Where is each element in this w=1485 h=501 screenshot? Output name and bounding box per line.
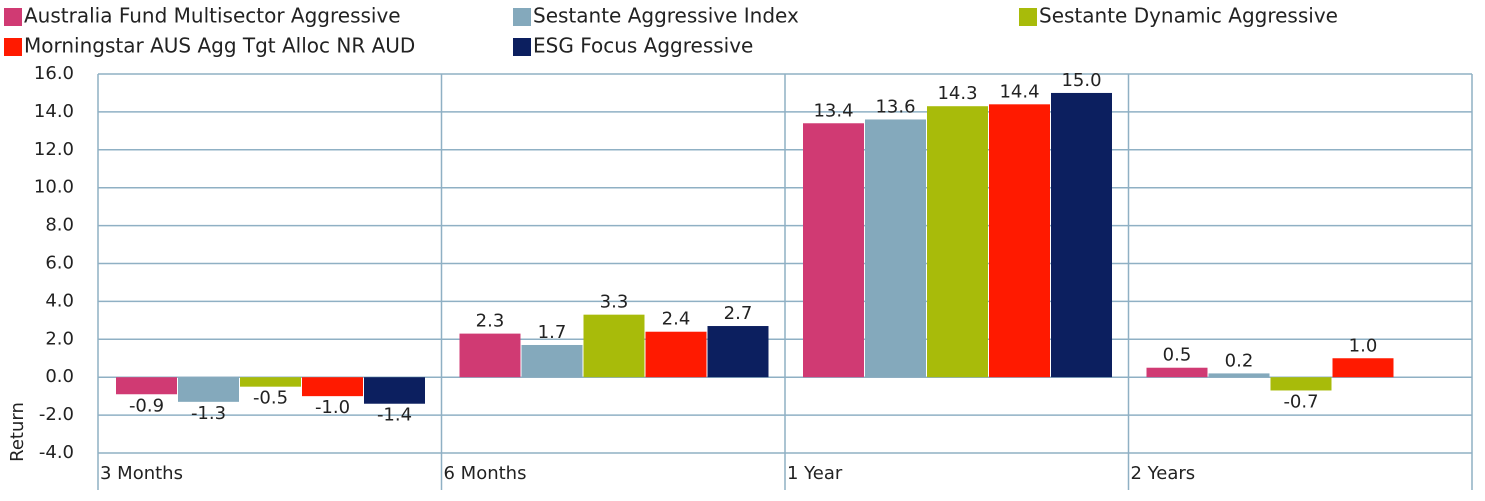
y-tick-label: 16.0 [34, 63, 74, 84]
bar [803, 123, 864, 378]
data-label: 1.7 [538, 322, 567, 343]
bar [116, 377, 177, 395]
data-label: 2.4 [662, 309, 691, 330]
data-label: 2.3 [476, 311, 505, 332]
legend-swatch [513, 38, 531, 56]
bar [178, 377, 239, 402]
y-tick-label: 8.0 [45, 215, 74, 236]
data-label: 0.5 [1163, 345, 1192, 366]
data-label: 0.2 [1225, 350, 1254, 371]
y-tick-label: 0.0 [45, 366, 74, 387]
x-tick-label: 3 Months [100, 463, 183, 484]
data-label: 2.7 [724, 303, 753, 324]
bar [645, 331, 707, 378]
bar [364, 377, 425, 404]
bar [865, 119, 926, 378]
data-label: 15.0 [1061, 70, 1101, 91]
data-label: 14.3 [937, 83, 977, 104]
data-label: 14.4 [999, 81, 1039, 102]
bar [1208, 373, 1270, 378]
x-tick-label: 6 Months [444, 463, 527, 484]
bar [707, 326, 769, 378]
y-axis-label: Return [7, 402, 28, 462]
y-tick-label: -2.0 [39, 404, 74, 425]
bar [583, 314, 645, 378]
legend-label: Australia Fund Multisector Aggressive [24, 4, 401, 28]
y-tick-label: 6.0 [45, 253, 74, 274]
legend-label: ESG Focus Aggressive [533, 34, 753, 58]
data-label: -0.5 [253, 388, 288, 409]
bar [1332, 358, 1394, 378]
bar [302, 377, 363, 397]
legend-swatch [4, 38, 22, 56]
legend-swatch [4, 8, 22, 26]
legend-label: Sestante Aggressive Index [533, 4, 799, 28]
data-label: -0.9 [129, 395, 164, 416]
bar [459, 333, 521, 378]
x-tick-label: 1 Year [787, 463, 843, 484]
bar [240, 377, 301, 387]
legend-swatch [1019, 8, 1037, 26]
y-tick-label: 14.0 [34, 101, 74, 122]
bar [989, 104, 1050, 378]
bar [1146, 367, 1208, 378]
y-tick-label: 10.0 [34, 177, 74, 198]
x-tick-label: 2 Years [1131, 463, 1196, 484]
bar [927, 106, 988, 378]
legend-label: Sestante Dynamic Aggressive [1039, 4, 1338, 28]
data-label: 13.4 [813, 100, 853, 121]
y-tick-label: 4.0 [45, 290, 74, 311]
data-label: -1.3 [191, 403, 226, 424]
legend-swatch [513, 8, 531, 26]
data-label: -0.7 [1283, 391, 1318, 412]
bar [521, 344, 583, 378]
data-label: -1.0 [315, 397, 350, 418]
data-label: 3.3 [600, 292, 629, 313]
data-label: 13.6 [875, 96, 915, 117]
y-tick-label: -4.0 [39, 442, 74, 463]
bar [1270, 377, 1332, 391]
y-tick-label: 12.0 [34, 139, 74, 160]
legend-label: Morningstar AUS Agg Tgt Alloc NR AUD [24, 34, 415, 58]
data-label: -1.4 [377, 405, 412, 426]
y-tick-label: 2.0 [45, 328, 74, 349]
bar [1051, 92, 1112, 378]
data-label: 1.0 [1349, 335, 1378, 356]
